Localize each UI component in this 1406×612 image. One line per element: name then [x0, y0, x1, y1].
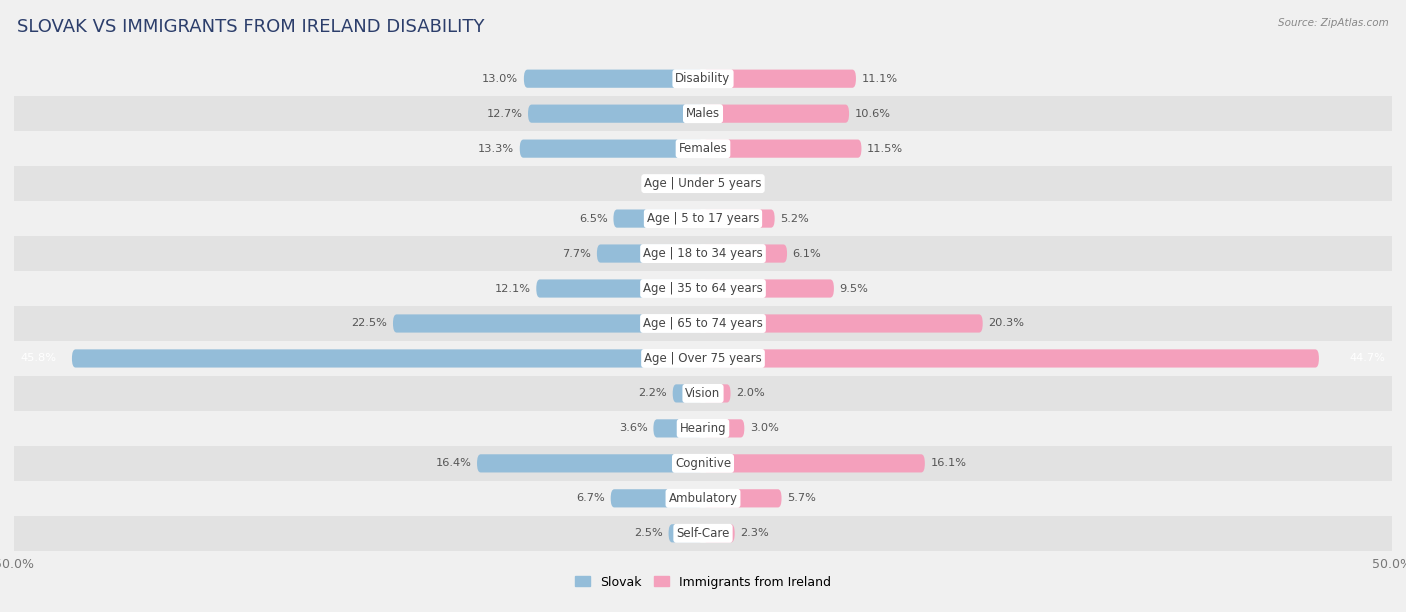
Text: Males: Males — [686, 107, 720, 120]
Bar — [14, 376, 1392, 411]
Text: 13.3%: 13.3% — [478, 144, 515, 154]
Text: 2.2%: 2.2% — [638, 389, 668, 398]
FancyBboxPatch shape — [703, 524, 735, 542]
FancyBboxPatch shape — [524, 70, 703, 88]
Text: 11.5%: 11.5% — [868, 144, 903, 154]
Text: 16.1%: 16.1% — [931, 458, 966, 468]
Text: 5.2%: 5.2% — [780, 214, 808, 223]
Text: 22.5%: 22.5% — [352, 318, 388, 329]
Text: 3.0%: 3.0% — [749, 424, 779, 433]
Text: Females: Females — [679, 142, 727, 155]
Bar — [14, 166, 1392, 201]
FancyBboxPatch shape — [72, 349, 703, 368]
Text: 20.3%: 20.3% — [988, 318, 1024, 329]
Text: Disability: Disability — [675, 72, 731, 85]
Bar — [14, 236, 1392, 271]
Text: 10.6%: 10.6% — [855, 109, 890, 119]
Text: 11.1%: 11.1% — [862, 73, 897, 84]
FancyBboxPatch shape — [703, 454, 925, 472]
FancyBboxPatch shape — [669, 524, 703, 542]
Text: SLOVAK VS IMMIGRANTS FROM IRELAND DISABILITY: SLOVAK VS IMMIGRANTS FROM IRELAND DISABI… — [17, 18, 485, 36]
Text: 44.7%: 44.7% — [1350, 354, 1385, 364]
Text: Age | 18 to 34 years: Age | 18 to 34 years — [643, 247, 763, 260]
Text: Vision: Vision — [685, 387, 721, 400]
FancyBboxPatch shape — [679, 174, 703, 193]
Bar — [14, 131, 1392, 166]
Text: Source: ZipAtlas.com: Source: ZipAtlas.com — [1278, 18, 1389, 28]
Text: Cognitive: Cognitive — [675, 457, 731, 470]
FancyBboxPatch shape — [703, 105, 849, 123]
Text: 2.5%: 2.5% — [634, 528, 664, 539]
FancyBboxPatch shape — [703, 280, 834, 297]
Bar — [14, 446, 1392, 481]
Text: 7.7%: 7.7% — [562, 248, 592, 258]
Text: 3.6%: 3.6% — [619, 424, 648, 433]
FancyBboxPatch shape — [703, 419, 744, 438]
FancyBboxPatch shape — [529, 105, 703, 123]
FancyBboxPatch shape — [703, 70, 856, 88]
Text: 2.3%: 2.3% — [740, 528, 769, 539]
FancyBboxPatch shape — [672, 384, 703, 403]
Text: 6.5%: 6.5% — [579, 214, 607, 223]
FancyBboxPatch shape — [703, 489, 782, 507]
Bar — [14, 306, 1392, 341]
Bar — [14, 516, 1392, 551]
FancyBboxPatch shape — [598, 244, 703, 263]
Text: 16.4%: 16.4% — [436, 458, 471, 468]
FancyBboxPatch shape — [703, 349, 1319, 368]
FancyBboxPatch shape — [520, 140, 703, 158]
Text: Age | 35 to 64 years: Age | 35 to 64 years — [643, 282, 763, 295]
Text: 6.1%: 6.1% — [793, 248, 821, 258]
Text: Ambulatory: Ambulatory — [668, 492, 738, 505]
Text: Age | 5 to 17 years: Age | 5 to 17 years — [647, 212, 759, 225]
FancyBboxPatch shape — [613, 209, 703, 228]
FancyBboxPatch shape — [392, 315, 703, 332]
Text: 13.0%: 13.0% — [482, 73, 519, 84]
Bar — [14, 201, 1392, 236]
FancyBboxPatch shape — [536, 280, 703, 297]
Text: 6.7%: 6.7% — [576, 493, 605, 503]
Text: 12.1%: 12.1% — [495, 283, 531, 294]
Text: 1.7%: 1.7% — [645, 179, 673, 188]
FancyBboxPatch shape — [654, 419, 703, 438]
Text: 45.8%: 45.8% — [21, 354, 58, 364]
FancyBboxPatch shape — [703, 209, 775, 228]
Text: Self-Care: Self-Care — [676, 527, 730, 540]
Bar — [14, 411, 1392, 446]
FancyBboxPatch shape — [703, 174, 720, 193]
Text: Age | Over 75 years: Age | Over 75 years — [644, 352, 762, 365]
Bar — [14, 61, 1392, 96]
FancyBboxPatch shape — [703, 244, 787, 263]
Text: 2.0%: 2.0% — [737, 389, 765, 398]
Text: 5.7%: 5.7% — [787, 493, 815, 503]
FancyBboxPatch shape — [477, 454, 703, 472]
Bar — [14, 96, 1392, 131]
FancyBboxPatch shape — [703, 384, 731, 403]
Legend: Slovak, Immigrants from Ireland: Slovak, Immigrants from Ireland — [569, 570, 837, 594]
Text: 12.7%: 12.7% — [486, 109, 523, 119]
FancyBboxPatch shape — [610, 489, 703, 507]
Bar — [14, 271, 1392, 306]
FancyBboxPatch shape — [703, 140, 862, 158]
Bar — [14, 481, 1392, 516]
Bar — [14, 341, 1392, 376]
Text: Age | 65 to 74 years: Age | 65 to 74 years — [643, 317, 763, 330]
Text: 9.5%: 9.5% — [839, 283, 869, 294]
Text: Hearing: Hearing — [679, 422, 727, 435]
Text: Age | Under 5 years: Age | Under 5 years — [644, 177, 762, 190]
Text: 1.2%: 1.2% — [725, 179, 754, 188]
FancyBboxPatch shape — [703, 315, 983, 332]
